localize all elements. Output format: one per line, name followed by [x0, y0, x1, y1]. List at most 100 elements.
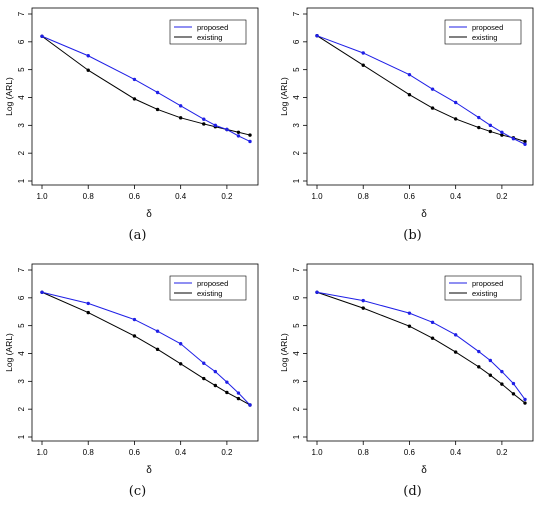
y-tick-label: 2 — [17, 406, 26, 411]
data-point-proposed — [511, 381, 516, 386]
y-axis-label: Log (ARL) — [4, 77, 14, 116]
data-point-existing — [407, 93, 412, 97]
plot-frame — [306, 263, 534, 442]
data-point-existing — [86, 68, 90, 72]
data-point-proposed — [488, 123, 493, 128]
x-tick-label: 0.8 — [83, 448, 95, 457]
x-axis-label: δ — [146, 465, 152, 476]
data-point-proposed — [511, 136, 516, 141]
data-point-existing — [132, 97, 137, 101]
data-point-proposed — [178, 342, 183, 346]
data-point-existing — [236, 130, 241, 134]
y-tick-label: 7 — [17, 267, 26, 272]
legend-label-existing: existing — [197, 33, 222, 42]
data-point-existing — [202, 122, 206, 126]
y-tick-label: 4 — [292, 351, 301, 356]
data-point-existing — [202, 376, 206, 381]
data-point-proposed — [500, 369, 504, 374]
legend-label-proposed: proposed — [472, 279, 503, 288]
legend-label-proposed: proposed — [472, 23, 503, 32]
chart-d-caption: (d) — [403, 484, 422, 499]
legend-label-existing: existing — [472, 33, 497, 42]
data-point-existing — [430, 336, 435, 340]
data-point-proposed — [236, 391, 241, 395]
x-tick-label: 0.2 — [496, 192, 508, 201]
chart-b-svg: 1 2 3 4 5 6 7 1.0 0.8 0.6 0.4 0.2 Log (ARL) δ proposed… — [279, 7, 534, 220]
data-point-proposed — [132, 317, 137, 322]
y-tick-label: 2 — [17, 150, 26, 155]
plot-frame — [31, 7, 259, 186]
data-point-existing — [523, 401, 527, 405]
data-point-proposed — [500, 130, 504, 134]
data-point-proposed — [248, 139, 252, 144]
data-point-existing — [155, 107, 160, 112]
data-point-proposed — [202, 117, 206, 121]
data-point-proposed — [132, 77, 137, 82]
data-point-proposed — [407, 72, 412, 77]
legend-box — [169, 19, 247, 45]
data-point-proposed — [202, 361, 206, 365]
data-point-proposed — [40, 290, 44, 294]
data-point-proposed — [453, 333, 458, 337]
y-tick-label: 1 — [292, 434, 301, 439]
series-line-existing — [41, 291, 251, 406]
data-point-proposed — [155, 329, 160, 333]
x-tick-label: 0.6 — [404, 448, 416, 457]
data-point-existing — [488, 373, 493, 377]
data-point-existing — [213, 383, 218, 388]
x-axis-label: δ — [146, 209, 152, 220]
data-point-proposed — [407, 311, 412, 315]
legend-box — [169, 275, 247, 301]
y-tick-label: 4 — [17, 95, 26, 100]
data-point-existing — [155, 347, 160, 352]
y-tick-label: 7 — [17, 11, 26, 16]
y-tick-label: 2 — [292, 150, 301, 155]
data-point-proposed — [523, 142, 527, 146]
series-line-proposed — [316, 291, 526, 400]
data-point-proposed — [86, 54, 90, 58]
y-tick-label: 3 — [292, 123, 301, 128]
y-tick-label: 1 — [292, 178, 301, 183]
chart-panel-d: 1 2 3 4 5 6 7 1.0 0.8 0.6 0.4 0.2 Log (ARL) δ proposed… — [275, 256, 550, 512]
x-tick-label: 0.8 — [358, 192, 370, 201]
data-point-proposed — [315, 290, 319, 294]
chart-a-caption: (a) — [128, 228, 147, 243]
legend-label-proposed: proposed — [197, 23, 228, 32]
data-point-proposed — [361, 298, 365, 303]
y-tick-label: 2 — [292, 406, 301, 411]
data-point-proposed — [248, 403, 252, 407]
data-point-proposed — [213, 369, 218, 374]
data-point-existing — [132, 334, 137, 338]
series-line-proposed — [41, 35, 251, 142]
legend-box — [444, 275, 522, 301]
chart-d-svg: 1 2 3 4 5 6 7 1.0 0.8 0.6 0.4 0.2 Log (ARL) δ proposed… — [279, 263, 534, 476]
x-tick-label: 0.2 — [221, 448, 233, 457]
data-point-proposed — [225, 380, 229, 384]
data-point-existing — [361, 306, 365, 310]
x-axis-label: δ — [421, 465, 427, 476]
y-tick-label: 3 — [292, 379, 301, 384]
legend-box — [444, 19, 522, 45]
data-point-proposed — [40, 34, 44, 38]
data-point-existing — [236, 396, 241, 401]
data-point-existing — [488, 129, 493, 134]
x-tick-label: 1.0 — [311, 192, 323, 201]
y-tick-label: 7 — [292, 267, 301, 272]
x-tick-label: 0.2 — [221, 192, 233, 201]
chart-panel-a: 1 2 3 4 5 6 7 1.0 0.8 0.6 0.4 0.2 Log (ARL) δ proposed… — [0, 0, 275, 256]
y-axis-label: Log (ARL) — [279, 77, 289, 116]
data-point-proposed — [361, 51, 365, 55]
data-point-existing — [178, 116, 183, 120]
legend-label-existing: existing — [197, 289, 222, 298]
y-tick-label: 4 — [292, 95, 301, 100]
series-line-existing — [316, 35, 526, 142]
data-point-proposed — [225, 127, 229, 132]
x-tick-label: 0.6 — [129, 192, 141, 201]
x-tick-label: 0.8 — [358, 448, 370, 457]
data-point-proposed — [236, 134, 241, 138]
data-point-proposed — [155, 90, 160, 95]
data-point-existing — [453, 350, 458, 354]
data-point-existing — [225, 390, 229, 395]
series-line-proposed — [41, 291, 251, 406]
data-point-existing — [453, 117, 458, 121]
